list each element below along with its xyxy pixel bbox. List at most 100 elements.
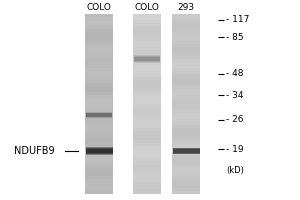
Bar [133, 95, 161, 98]
Bar [133, 83, 161, 86]
Bar [85, 149, 113, 152]
Bar [85, 143, 113, 146]
Bar [133, 86, 161, 89]
Bar [85, 158, 113, 161]
Bar [172, 35, 200, 38]
Bar [85, 128, 113, 131]
Bar [85, 146, 113, 149]
Bar [133, 188, 161, 191]
Bar [85, 173, 113, 176]
Bar [86, 112, 112, 118]
Bar [85, 89, 113, 92]
Bar [85, 110, 113, 113]
Bar [172, 110, 200, 113]
Bar [172, 14, 200, 194]
Bar [133, 50, 161, 53]
Bar [85, 116, 113, 119]
Bar [172, 101, 200, 104]
Bar [133, 47, 161, 50]
Bar [86, 113, 112, 117]
Bar [85, 38, 113, 41]
Bar [172, 68, 200, 71]
Bar [172, 176, 200, 179]
Bar [172, 23, 200, 26]
Bar [85, 80, 113, 83]
Text: - 19: - 19 [226, 144, 244, 154]
Bar [172, 148, 200, 154]
Bar [172, 164, 200, 167]
Bar [133, 14, 161, 17]
Bar [172, 86, 200, 89]
Bar [133, 164, 161, 167]
Bar [85, 35, 113, 38]
Bar [85, 179, 113, 182]
Text: COLO: COLO [135, 3, 159, 12]
Bar [172, 104, 200, 107]
Bar [133, 77, 161, 80]
Bar [133, 128, 161, 131]
Bar [172, 167, 200, 170]
Text: - 48: - 48 [226, 70, 244, 78]
Bar [172, 26, 200, 29]
Bar [133, 149, 161, 152]
Bar [133, 122, 161, 125]
Bar [133, 92, 161, 95]
Bar [85, 92, 113, 95]
Bar [85, 125, 113, 128]
Bar [172, 17, 200, 20]
Bar [172, 125, 200, 128]
Bar [172, 148, 200, 154]
Bar [172, 149, 200, 153]
Bar [172, 173, 200, 176]
Bar [85, 148, 112, 154]
Text: - 85: - 85 [226, 32, 244, 42]
Bar [172, 20, 200, 23]
Bar [133, 167, 161, 170]
Bar [85, 122, 113, 125]
Bar [86, 113, 112, 117]
Bar [133, 59, 161, 62]
Bar [133, 68, 161, 71]
Bar [172, 14, 200, 17]
Bar [85, 113, 113, 116]
Text: NDUFB9: NDUFB9 [14, 146, 55, 156]
Bar [172, 95, 200, 98]
Bar [85, 62, 113, 65]
Bar [133, 23, 161, 26]
Text: (kD): (kD) [226, 166, 244, 176]
Bar [85, 65, 113, 68]
Bar [133, 14, 161, 194]
Bar [172, 32, 200, 35]
Bar [133, 155, 161, 158]
Bar [133, 104, 161, 107]
Bar [85, 104, 113, 107]
Bar [172, 77, 200, 80]
Bar [172, 80, 200, 83]
Bar [133, 143, 161, 146]
Bar [85, 170, 113, 173]
Bar [133, 158, 161, 161]
Bar [85, 185, 113, 188]
Bar [172, 191, 200, 194]
Bar [133, 182, 161, 185]
Bar [172, 62, 200, 65]
Bar [134, 56, 160, 62]
Bar [133, 131, 161, 134]
Bar [133, 35, 161, 38]
Text: COLO: COLO [87, 3, 111, 12]
Bar [85, 17, 113, 20]
Bar [133, 185, 161, 188]
Bar [85, 147, 112, 155]
Text: - 34: - 34 [226, 90, 244, 99]
Bar [85, 44, 113, 47]
Text: - 26: - 26 [226, 116, 244, 124]
Bar [133, 101, 161, 104]
Bar [133, 56, 161, 59]
Bar [172, 50, 200, 53]
Bar [172, 146, 200, 149]
Bar [85, 152, 113, 155]
Bar [172, 161, 200, 164]
Bar [133, 80, 161, 83]
Bar [172, 122, 200, 125]
Bar [133, 146, 161, 149]
